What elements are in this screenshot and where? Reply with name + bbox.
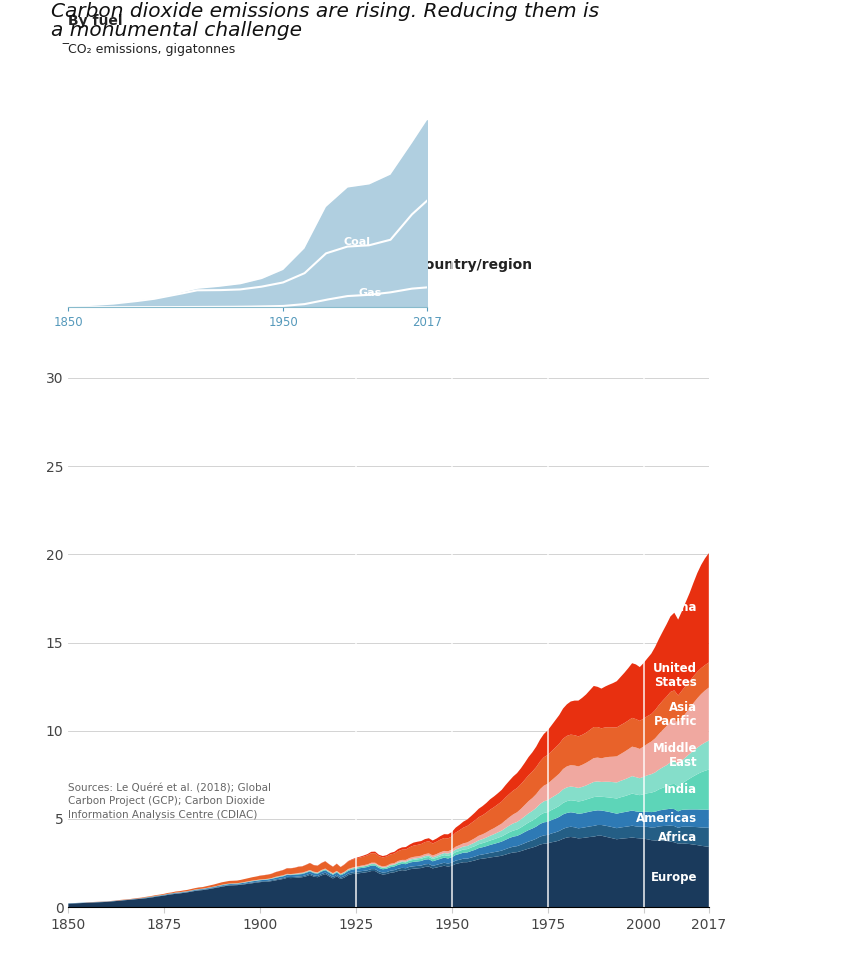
Text: a monumental challenge: a monumental challenge (51, 21, 302, 40)
Text: By fuel: By fuel (68, 14, 123, 28)
Text: India: India (664, 783, 697, 796)
Text: ̅CO₂ emissions, gigatonnes: ̅CO₂ emissions, gigatonnes (68, 43, 235, 56)
Text: Carbon dioxide emissions are rising. Reducing them is: Carbon dioxide emissions are rising. Red… (51, 2, 599, 21)
Text: Oil: Oil (334, 163, 351, 173)
Text: China: China (659, 601, 697, 614)
Text: Africa: Africa (658, 830, 697, 844)
Text: Americas: Americas (635, 812, 697, 826)
Text: Gas: Gas (358, 288, 381, 298)
Text: Coal: Coal (343, 237, 370, 248)
Text: By country/region: By country/region (392, 257, 531, 272)
Text: United
States: United States (653, 661, 697, 688)
Text: Middle
East: Middle East (652, 741, 697, 769)
Text: Asia
Pacific: Asia Pacific (653, 701, 697, 728)
Text: Sources: Le Quéré et al. (2018); Global
Carbon Project (GCP); Carbon Dioxide
Inf: Sources: Le Quéré et al. (2018); Global … (68, 783, 271, 820)
Text: Europe: Europe (650, 871, 697, 883)
